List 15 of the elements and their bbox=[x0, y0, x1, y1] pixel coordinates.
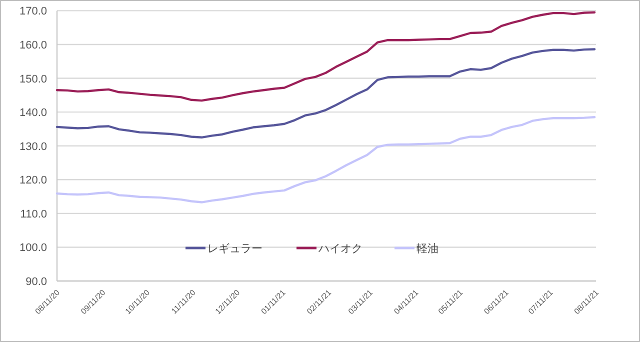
legend-label: ハイオク bbox=[318, 243, 362, 255]
y-tick-label: 160.0 bbox=[19, 39, 47, 52]
line-series bbox=[56, 11, 596, 102]
y-tick-label: 120.0 bbox=[19, 174, 47, 187]
y-tick-label: 130.0 bbox=[19, 140, 47, 153]
line-series bbox=[56, 48, 596, 138]
legend-label: レギュラー bbox=[208, 243, 262, 255]
y-tick-label: 170.0 bbox=[19, 6, 47, 18]
legend-label: 軽油 bbox=[416, 242, 438, 255]
y-tick-label: 140.0 bbox=[19, 107, 47, 120]
y-tick-label: 90.0 bbox=[26, 276, 47, 288]
line-series bbox=[56, 116, 596, 204]
y-tick-label: 100.0 bbox=[19, 242, 47, 254]
y-tick-label: 150.0 bbox=[19, 73, 47, 86]
y-tick-label: 110.0 bbox=[20, 208, 47, 220]
